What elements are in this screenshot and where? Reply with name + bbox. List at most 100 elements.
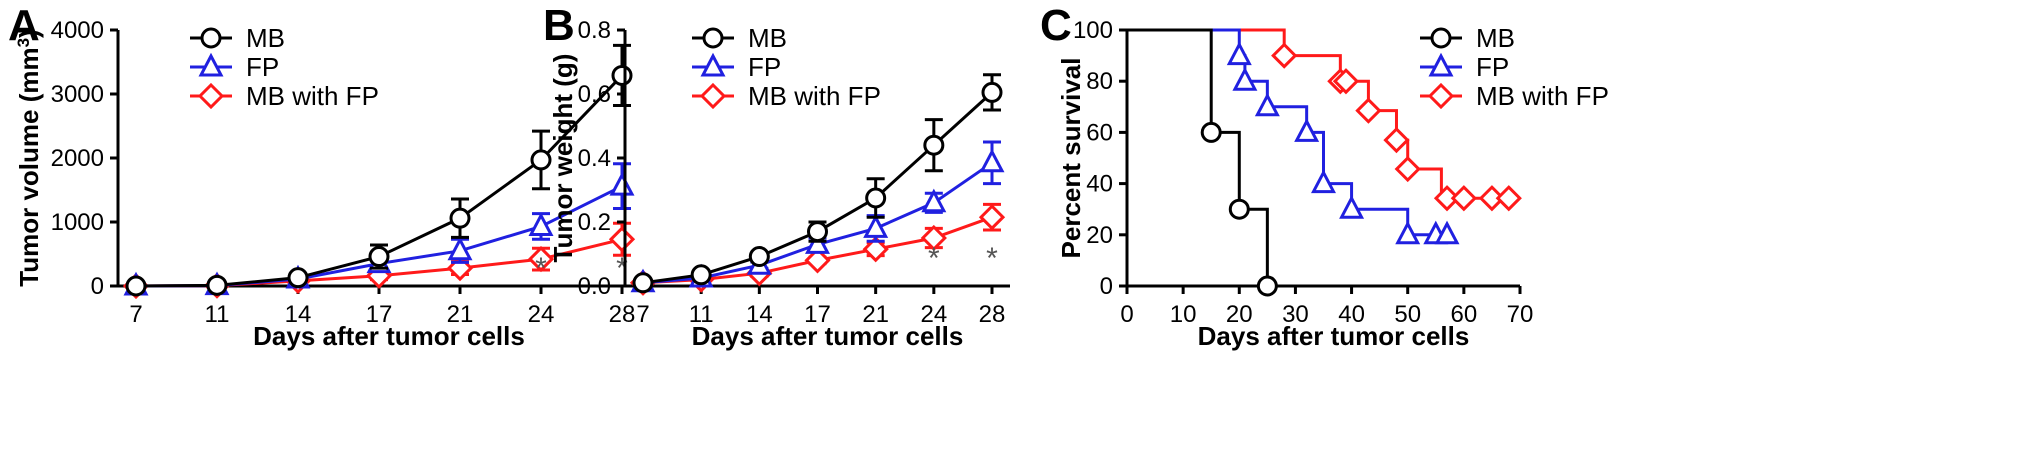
- censor-marker: [1226, 41, 1252, 66]
- data-point: [287, 267, 309, 289]
- legend-marker: [198, 52, 224, 77]
- censor-marker: [1311, 169, 1336, 194]
- censor-marker: [1228, 198, 1250, 220]
- y-tick-label: 0: [1100, 273, 1113, 300]
- censor-marker: [1332, 68, 1360, 95]
- censor-marker: [1232, 66, 1258, 91]
- x-tick-label: 17: [366, 301, 393, 328]
- legend-label: MB: [1476, 23, 1515, 53]
- censor-marker: [1450, 185, 1477, 212]
- x-tick-label: 14: [285, 301, 312, 328]
- data-point: [611, 64, 633, 86]
- data-point: [368, 246, 390, 268]
- x-tick-label: 21: [862, 301, 889, 328]
- data-point: [125, 275, 147, 297]
- x-tick-label: 20: [1226, 301, 1253, 328]
- data-point: [449, 207, 471, 229]
- y-axis-title: Percent survival: [1056, 58, 1086, 259]
- censor-marker: [1256, 275, 1278, 297]
- x-tick-label: 50: [1394, 301, 1421, 328]
- x-tick-label: 24: [528, 301, 555, 328]
- legend-label: MB: [748, 23, 787, 53]
- y-tick-label: 1000: [51, 209, 104, 236]
- x-axis-title: Days after tumor cells: [1198, 321, 1470, 351]
- legend-label: MB: [246, 23, 285, 53]
- y-tick-label: 2000: [51, 145, 104, 172]
- y-tick-label: 0.6: [578, 81, 611, 108]
- censor-marker: [1495, 185, 1522, 212]
- y-tick-label: 0.4: [578, 145, 611, 172]
- x-tick-label: 0: [1120, 301, 1133, 328]
- x-axis-title: Days after tumor cells: [253, 321, 525, 351]
- censor-marker: [1478, 185, 1506, 212]
- legend-marker: [1427, 82, 1455, 110]
- legend-marker: [197, 82, 225, 110]
- x-tick-label: 7: [636, 301, 649, 328]
- y-tick-label: 80: [1086, 68, 1113, 95]
- legend-marker: [699, 82, 727, 110]
- panel-c: 0 20 40 60 80 100 0 10 20 30 40 50 60 70 Days after tu…: [1040, 1, 1609, 351]
- significance-star: *: [986, 242, 998, 275]
- legend-marker: [1430, 27, 1452, 49]
- censor-marker: [1339, 194, 1365, 219]
- data-point: [632, 272, 654, 294]
- censor-marker: [1254, 92, 1280, 117]
- data-point: [530, 149, 552, 171]
- y-tick-label: 0.0: [578, 273, 611, 300]
- panel-b: 0.0 0.2 0.4 0.6 0.8 7 11 14 17 21 24 28 Days after t…: [543, 1, 1010, 351]
- data-point: [528, 212, 554, 236]
- data-point: [805, 230, 830, 254]
- legend-label: MB with FP: [246, 81, 379, 111]
- data-point: [978, 204, 1006, 231]
- censor-marker: [1383, 126, 1410, 154]
- x-tick-label: 14: [746, 301, 773, 328]
- panel-letter: B: [543, 1, 575, 50]
- x-tick-label: 40: [1338, 301, 1365, 328]
- legend-marker: [1428, 52, 1454, 77]
- y-tick-label: 100: [1073, 17, 1113, 44]
- censor-marker: [1395, 220, 1421, 245]
- data-point: [804, 247, 831, 274]
- data-point: [862, 236, 889, 263]
- data-point: [748, 246, 770, 268]
- data-point: [981, 81, 1003, 103]
- censor-marker: [1271, 42, 1298, 69]
- x-tick-label: 28: [979, 301, 1006, 328]
- x-tick-label: 10: [1170, 301, 1197, 328]
- legend-marker: [200, 27, 222, 49]
- x-tick-label: 24: [920, 301, 947, 328]
- censor-marker: [1394, 155, 1421, 183]
- data-point: [527, 245, 555, 273]
- data-point: [609, 171, 635, 196]
- y-axis-title-superscript: 3: [14, 38, 33, 47]
- survival-line: [1127, 28, 1269, 286]
- censor-marker: [1433, 185, 1461, 212]
- significance-star: *: [535, 252, 547, 285]
- y-tick-label: 4000: [51, 17, 104, 44]
- x-tick-label: 21: [447, 301, 474, 328]
- data-point: [206, 274, 228, 296]
- data-point: [923, 134, 945, 156]
- y-tick-label: 0: [91, 273, 104, 300]
- y-tick-label: 60: [1086, 119, 1113, 146]
- survival-line: [1127, 28, 1509, 200]
- data-point: [608, 226, 636, 253]
- legend-label: MB with FP: [748, 81, 881, 111]
- y-axis-title: Tumor volume (mm3): [14, 29, 45, 286]
- legend-label: FP: [1476, 52, 1509, 82]
- data-point: [863, 214, 889, 238]
- y-tick-label: 3000: [51, 81, 104, 108]
- data-point: [920, 224, 947, 252]
- x-tick-label: 7: [129, 301, 142, 328]
- censor-marker: [1355, 97, 1382, 124]
- legend-label: MB with FP: [1476, 81, 1609, 111]
- x-tick-label: 60: [1451, 301, 1478, 328]
- x-tick-label: 70: [1507, 301, 1534, 328]
- y-axis-title-close: ): [14, 29, 44, 38]
- panel-letter: A: [8, 1, 40, 50]
- panel-a: 0 1000 2000 3000 4000 7 11 14 17 21 24 28 Days after…: [8, 1, 640, 351]
- y-tick-label: 0.2: [578, 209, 611, 236]
- significance-star: *: [928, 242, 940, 275]
- legend-marker: [702, 27, 724, 49]
